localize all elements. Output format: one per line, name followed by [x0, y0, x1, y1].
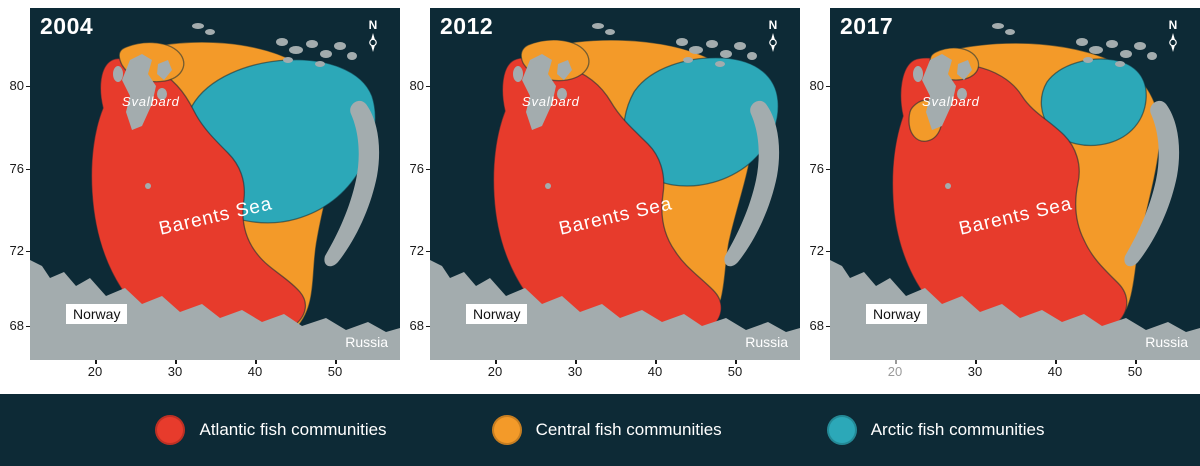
y-tick-label: 68 [0, 318, 30, 333]
legend-bar: Atlantic fish communities Central fish c… [0, 394, 1200, 466]
x-tick-label: 30 [160, 360, 190, 379]
y-tick-label: 72 [800, 243, 830, 258]
y-tick-label: 72 [0, 243, 30, 258]
svalbard-label: Svalbard [522, 94, 580, 109]
y-tick-label: 68 [400, 318, 430, 333]
north-arrow: N [362, 18, 384, 58]
russia-label: Russia [1145, 334, 1188, 350]
norway-label: Norway [466, 304, 528, 324]
land-masses [430, 23, 800, 360]
map-area: 2004 N Svalbard Barents Sea Norway Russi… [30, 8, 400, 360]
year-label: 2004 [40, 13, 94, 39]
year-label: 2012 [440, 13, 494, 39]
x-tick-label: 20 [880, 360, 910, 379]
map-panel-2004: 80 76 72 68 [0, 0, 400, 392]
y-tick-label: 68 [800, 318, 830, 333]
north-label: N [1168, 18, 1178, 32]
central-swatch-icon [491, 415, 522, 445]
norway-label: Norway [866, 304, 928, 324]
map-area: 2012 N Svalbard Barents Sea Norway Russi… [430, 8, 800, 360]
atlantic-fish-region [90, 57, 307, 344]
north-arrow: N [1162, 18, 1184, 58]
y-tick-label: 80 [400, 78, 430, 93]
legend-label: Atlantic fish communities [199, 420, 387, 439]
north-arrow: N [762, 18, 784, 58]
map-panel-2012: 80 76 72 68 [400, 0, 800, 392]
land-masses [30, 23, 400, 360]
compass-icon [769, 33, 777, 52]
x-tick-label: 40 [640, 360, 670, 379]
maps-row: 80 76 72 68 [0, 0, 1200, 392]
atlantic-fish-region [891, 57, 1128, 349]
russia-label: Russia [345, 334, 388, 350]
barents-sea-map-2012 [430, 8, 800, 360]
arctic-swatch-icon [826, 415, 857, 445]
x-tick-label: 30 [960, 360, 990, 379]
map-panel-2017: 80 76 72 68 [800, 0, 1200, 392]
norway-label: Norway [66, 304, 128, 324]
x-tick-label: 50 [720, 360, 750, 379]
y-tick-label: 76 [400, 161, 430, 176]
legend-item-arctic: Arctic fish communities [826, 415, 1045, 445]
land-masses [830, 23, 1200, 360]
legend-item-central: Central fish communities [491, 415, 722, 445]
y-tick-label: 80 [0, 78, 30, 93]
x-tick-label: 50 [1120, 360, 1150, 379]
svalbard-label: Svalbard [922, 94, 980, 109]
y-tick-label: 76 [800, 161, 830, 176]
map-area: 2017 N Svalbard Barents Sea Norway Russi… [830, 8, 1200, 360]
compass-icon [1169, 33, 1177, 52]
barents-sea-map-2004 [30, 8, 400, 360]
y-tick-label: 72 [400, 243, 430, 258]
atlantic-fish-region [492, 57, 722, 348]
x-tick-label: 20 [80, 360, 110, 379]
x-tick-label: 50 [320, 360, 350, 379]
legend-label: Arctic fish communities [870, 420, 1045, 439]
atlantic-swatch-icon [155, 415, 186, 445]
russia-label: Russia [745, 334, 788, 350]
year-label: 2017 [840, 13, 894, 39]
x-tick-label: 40 [1040, 360, 1070, 379]
compass-icon [369, 33, 377, 52]
barents-sea-map-2017 [830, 8, 1200, 360]
legend-item-atlantic: Atlantic fish communities [155, 415, 387, 445]
x-tick-label: 20 [480, 360, 510, 379]
north-label: N [768, 18, 778, 32]
x-tick-label: 40 [240, 360, 270, 379]
svalbard-label: Svalbard [122, 94, 180, 109]
y-tick-label: 76 [0, 161, 30, 176]
x-tick-label: 30 [560, 360, 590, 379]
north-label: N [368, 18, 378, 32]
legend-label: Central fish communities [535, 420, 722, 439]
y-tick-label: 80 [800, 78, 830, 93]
